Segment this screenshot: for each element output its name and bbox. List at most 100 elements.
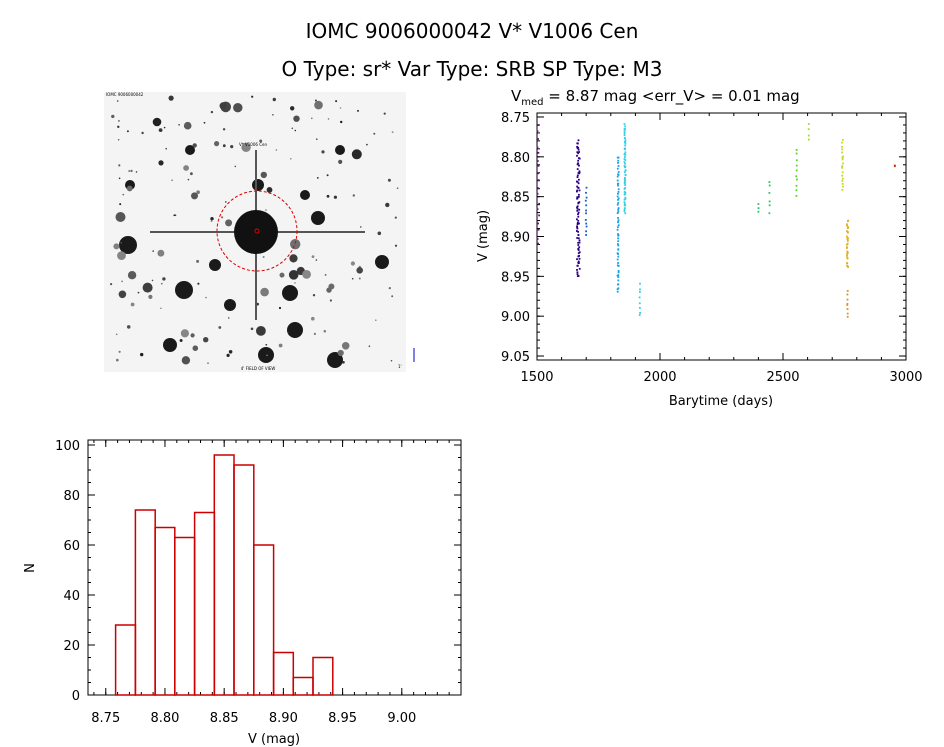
finder-star [251, 95, 254, 98]
lc-point-epoch2 [576, 264, 579, 267]
lc-point-epoch5 [624, 174, 627, 177]
lc-point-epoch3 [584, 219, 587, 221]
lc-point-epoch4 [617, 255, 620, 258]
finder-star [338, 159, 343, 164]
histogram-bar-10 [292, 676, 314, 696]
histogram-bar-6 [213, 454, 235, 696]
finder-star [312, 294, 316, 297]
lc-point-epoch2 [576, 225, 578, 228]
light-curve-plot-frame [536, 112, 907, 361]
histogram-bar-2 [134, 509, 156, 696]
lc-point-epoch4 [616, 258, 619, 261]
lc-point-epoch2 [577, 152, 580, 155]
finder-star [119, 236, 137, 254]
finder-star [340, 120, 343, 124]
lc-point-epoch5 [624, 141, 626, 143]
finder-star [311, 316, 315, 321]
finder-star [209, 259, 221, 271]
lc-point-epoch4 [617, 279, 620, 282]
finder-star [115, 212, 126, 222]
lc-point-epoch6 [639, 291, 641, 293]
finder-star [222, 144, 226, 148]
lc-point-epoch1 [537, 138, 539, 140]
lc-point-epoch2 [578, 201, 581, 204]
finder-star [394, 244, 398, 247]
lc-point-epoch12 [846, 238, 849, 240]
lc-point-epoch11 [841, 171, 844, 174]
lc-point-epoch4 [617, 226, 619, 229]
finder-star [226, 353, 230, 357]
lc-point-epoch4 [617, 183, 619, 185]
lc-point-epoch9 [795, 164, 798, 167]
finder-star [394, 216, 397, 219]
lc-point-epoch11 [841, 166, 843, 169]
lc-point-epoch1 [536, 130, 539, 133]
lc-point-epoch4 [617, 199, 619, 201]
lc-point-epoch2 [577, 241, 580, 244]
finder-star [130, 302, 135, 307]
finder-star [357, 109, 359, 112]
finder-star [192, 345, 199, 352]
finder-star [175, 281, 193, 299]
hist-x-tick-label: 8.90 [269, 711, 298, 726]
finder-star [311, 255, 315, 258]
finder-star [258, 347, 274, 363]
finder-star [368, 345, 371, 348]
lc-point-epoch2 [577, 211, 580, 214]
lc-point-epoch12 [846, 243, 848, 246]
lc-point-epoch5 [623, 207, 626, 209]
finder-star [141, 131, 144, 135]
finder-star [163, 126, 166, 129]
lc-point-epoch2 [578, 246, 581, 249]
lc-point-epoch4 [617, 283, 620, 286]
lc-point-epoch2 [576, 168, 579, 170]
lc-point-epoch13 [846, 308, 849, 310]
lc-point-epoch11 [841, 139, 844, 141]
lc-point-epoch2 [578, 178, 580, 181]
finder-star [373, 132, 376, 135]
lc-point-epoch2 [578, 193, 580, 196]
lc-point-epoch7 [757, 207, 760, 209]
finder-star [178, 124, 180, 126]
lc-point-epoch12 [847, 231, 849, 234]
finder-star [118, 164, 121, 167]
finder-star [121, 280, 123, 283]
lc-x-tick-label: 2500 [766, 370, 799, 385]
finder-star [377, 231, 382, 236]
lc-point-epoch2 [576, 185, 578, 188]
finder-star [126, 325, 131, 329]
lc-point-epoch10 [807, 138, 810, 141]
histogram-xlabel: V (mag) [248, 732, 300, 747]
lc-point-epoch1 [536, 160, 539, 162]
lc-point-epoch4 [617, 224, 620, 227]
finder-star [327, 118, 330, 120]
finder-star [341, 342, 350, 350]
lc-point-epoch2 [577, 159, 579, 162]
lc-point-epoch9 [795, 169, 798, 172]
lc-point-epoch3 [585, 212, 587, 215]
finder-star [180, 329, 189, 338]
finder-star [190, 333, 195, 338]
lc-point-epoch11 [842, 155, 844, 158]
lc-point-epoch4 [617, 192, 619, 195]
lc-point-epoch2 [576, 145, 578, 148]
lc-y-tick-label: 8.95 [501, 270, 530, 285]
lc-point-epoch4 [617, 233, 619, 235]
lc-point-epoch12 [847, 226, 850, 228]
lc-point-epoch2 [576, 197, 578, 200]
lc-point-epoch9 [795, 184, 798, 187]
lc-point-epoch5 [624, 148, 626, 151]
lc-point-epoch1 [537, 242, 539, 245]
lc-point-epoch5 [624, 162, 626, 165]
finder-star [288, 270, 299, 280]
lc-point-epoch2 [576, 222, 579, 224]
finder-star [162, 277, 166, 281]
lc-point-epoch4 [616, 274, 619, 277]
lc-point-epoch1 [537, 187, 540, 190]
lc-point-epoch11 [841, 148, 844, 151]
finder-star [118, 350, 121, 353]
lc-point-epoch2 [576, 190, 578, 193]
finder-star [326, 174, 329, 177]
finder-star [214, 141, 220, 147]
finder-star [294, 282, 296, 284]
